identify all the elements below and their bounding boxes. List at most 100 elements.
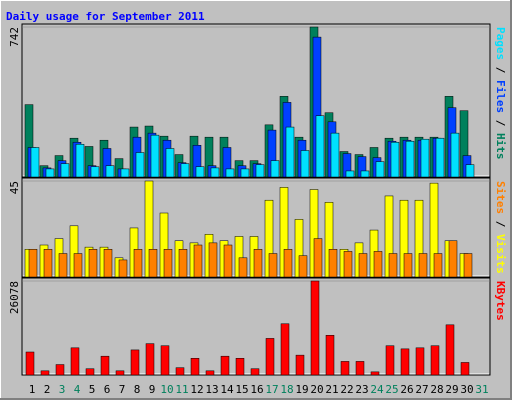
legend: KBytes	[494, 281, 507, 321]
bar	[205, 370, 215, 376]
bar	[385, 345, 395, 376]
bar	[238, 257, 248, 278]
x-tick-label: 3	[59, 383, 66, 396]
bar	[250, 368, 260, 376]
bar	[355, 361, 365, 376]
bar	[55, 364, 65, 376]
legend: Pages / Files / Hits	[494, 27, 507, 160]
bar	[178, 249, 188, 278]
bar	[358, 253, 368, 278]
bar	[255, 164, 265, 178]
x-tick-label: 4	[74, 383, 81, 396]
x-tick-label: 10	[160, 383, 173, 396]
bar	[280, 323, 290, 376]
bar	[433, 253, 443, 278]
bar	[175, 367, 185, 376]
x-tick-label: 15	[235, 383, 248, 396]
bar	[448, 240, 458, 278]
bar	[283, 249, 293, 278]
bar	[133, 249, 143, 278]
legend-entry: Hits	[494, 133, 507, 160]
x-tick-label: 20	[310, 383, 323, 396]
x-tick-label: 25	[385, 383, 398, 396]
x-tick-label: 23	[355, 383, 368, 396]
legend-entry: KBytes	[494, 281, 507, 321]
bar	[285, 126, 295, 178]
x-tick-label: 28	[430, 383, 443, 396]
bar	[295, 354, 305, 376]
x-tick-label: 5	[89, 383, 96, 396]
bar	[70, 347, 80, 376]
bar	[40, 370, 50, 376]
x-tick-label: 14	[220, 383, 234, 396]
bar	[460, 362, 470, 376]
bar	[148, 249, 158, 278]
legend-entry: Visits	[494, 234, 507, 274]
bar	[445, 324, 455, 376]
bar	[25, 351, 35, 376]
bar	[100, 355, 110, 376]
y-tick-label: 26078	[8, 281, 21, 314]
bar	[30, 147, 40, 178]
bar	[325, 335, 335, 376]
x-tick-label: 11	[175, 383, 188, 396]
bar	[28, 249, 38, 278]
x-tick-label: 24	[370, 383, 384, 396]
x-tick-label: 16	[250, 383, 263, 396]
bar	[103, 249, 113, 278]
y-tick-label: 742	[8, 27, 21, 47]
bar	[420, 138, 430, 178]
chart-title: Daily usage for September 2011	[6, 10, 205, 23]
bar	[193, 244, 203, 278]
bar	[150, 134, 160, 178]
legend-separator: /	[494, 113, 507, 133]
x-tick-label: 9	[149, 383, 156, 396]
bar	[343, 251, 353, 278]
bar	[90, 166, 100, 178]
x-tick-label: 26	[400, 383, 413, 396]
bar	[118, 259, 128, 278]
bar	[405, 140, 415, 178]
bar	[75, 144, 85, 178]
bar	[373, 251, 383, 278]
bar	[370, 371, 380, 376]
bar	[135, 152, 145, 178]
bar	[330, 132, 340, 178]
bar	[220, 355, 230, 376]
bar	[300, 150, 310, 178]
x-tick-label: 21	[325, 383, 338, 396]
legend-separator: /	[494, 214, 507, 234]
bar	[208, 242, 218, 278]
bar	[253, 249, 263, 278]
legend-entry: Sites	[494, 181, 507, 214]
bar	[265, 338, 275, 376]
x-tick-label: 13	[205, 383, 218, 396]
bar	[43, 249, 53, 278]
x-tick-label: 1	[29, 383, 36, 396]
bar	[223, 244, 233, 278]
bar	[345, 170, 355, 178]
bar	[403, 253, 413, 278]
bar	[45, 168, 55, 178]
bar	[115, 370, 125, 376]
bar	[165, 148, 175, 178]
bar	[73, 253, 83, 278]
bar	[270, 160, 280, 178]
bar	[85, 368, 95, 376]
bar	[298, 255, 308, 278]
bar	[388, 253, 398, 278]
bar	[58, 253, 68, 278]
bar	[268, 253, 278, 278]
bar	[240, 168, 250, 178]
bar	[450, 132, 460, 178]
bar	[390, 141, 400, 178]
bar	[88, 249, 98, 278]
bar	[163, 249, 173, 278]
x-tick-label: 30	[460, 383, 473, 396]
bar	[195, 166, 205, 178]
x-tick-label: 8	[134, 383, 141, 396]
legend-entry: Files	[494, 80, 507, 113]
